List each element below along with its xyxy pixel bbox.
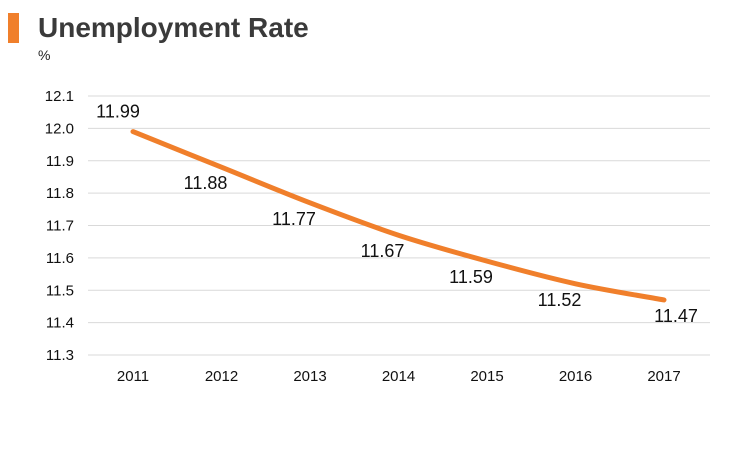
y-tick-label: 11.8 [46, 185, 74, 202]
y-tick-label: 11.6 [46, 250, 74, 267]
data-label: 11.59 [449, 267, 493, 287]
y-tick-label: 11.4 [46, 315, 74, 332]
x-tick-label: 2015 [470, 368, 503, 385]
x-tick-label: 2012 [205, 368, 238, 385]
data-label: 11.77 [272, 209, 316, 229]
y-tick-label: 11.9 [46, 153, 74, 170]
data-labels: 11.99 11.88 11.77 11.67 11.59 11.52 11.47 [96, 102, 698, 326]
y-axis-tick-labels: 11.3 11.4 11.5 11.6 11.7 11.8 11.9 12.0 12.1 [45, 88, 74, 364]
data-label: 11.47 [654, 306, 698, 326]
gridlines [88, 95, 710, 356]
y-tick-label: 11.5 [46, 282, 74, 299]
series-line [130, 129, 667, 303]
data-label: 11.88 [184, 173, 228, 193]
x-tick-label: 2013 [293, 368, 326, 385]
y-tick-label: 11.7 [46, 218, 74, 235]
x-tick-label: 2016 [559, 368, 592, 385]
y-tick-label: 12.0 [45, 120, 74, 137]
y-axis-unit-label: % [38, 47, 51, 63]
data-label: 11.67 [361, 241, 405, 261]
title-accent-bar [8, 13, 19, 43]
chart-title: Unemployment Rate [38, 12, 309, 43]
data-label: 11.52 [538, 290, 582, 310]
x-tick-label: 2014 [382, 368, 415, 385]
x-tick-label: 2011 [117, 368, 149, 385]
x-axis-tick-labels: 2011 2012 2013 2014 2015 2016 2017 [117, 368, 681, 385]
y-tick-label: 11.3 [46, 347, 74, 364]
data-label: 11.99 [96, 102, 140, 122]
y-tick-label: 12.1 [45, 88, 74, 105]
x-tick-label: 2017 [647, 368, 680, 385]
